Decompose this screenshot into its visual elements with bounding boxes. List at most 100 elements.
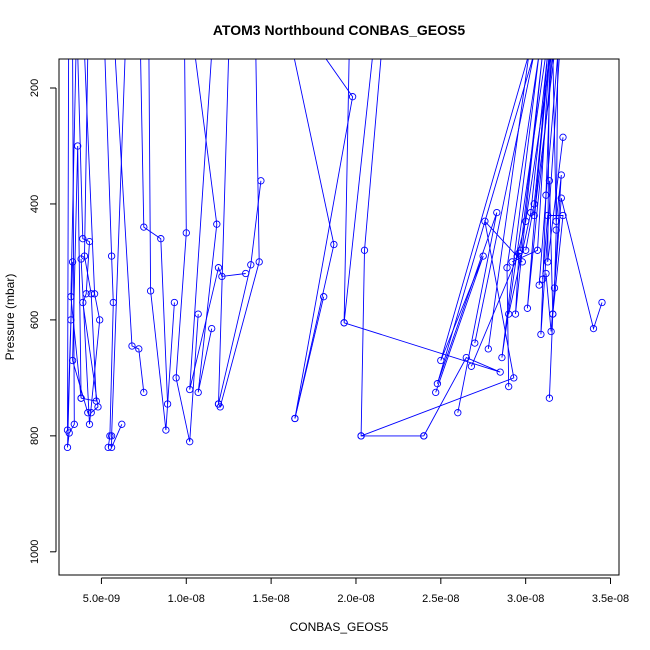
data-point xyxy=(68,258,77,266)
data-point xyxy=(545,394,554,402)
data-point xyxy=(544,258,552,266)
x-tick-label: 3.0e-08 xyxy=(507,593,544,605)
series xyxy=(67,59,92,417)
data-point xyxy=(140,223,148,231)
series xyxy=(77,59,102,417)
series-line xyxy=(508,59,553,315)
series xyxy=(214,59,263,411)
data-point xyxy=(471,339,479,347)
x-tick-label: 2.5e-08 xyxy=(422,593,459,605)
data-point xyxy=(320,293,328,301)
data-point xyxy=(194,388,202,397)
data-point xyxy=(146,287,155,295)
data-point xyxy=(508,258,516,266)
series xyxy=(146,59,179,434)
data-point xyxy=(107,432,116,440)
data-point xyxy=(140,388,148,397)
data-point xyxy=(128,342,136,350)
data-point xyxy=(170,298,179,307)
series-line xyxy=(77,59,99,414)
data-point xyxy=(530,200,538,208)
data-point xyxy=(92,397,100,405)
data-point xyxy=(107,252,116,260)
data-point xyxy=(162,426,170,434)
data-point xyxy=(157,235,165,243)
x-tick-label: 2.0e-08 xyxy=(337,593,374,605)
series xyxy=(114,59,148,397)
series-line xyxy=(435,59,529,393)
y-tick-label: 600 xyxy=(29,311,41,329)
data-point xyxy=(479,252,487,260)
data-point xyxy=(70,420,78,428)
data-point xyxy=(68,356,77,365)
data-point xyxy=(208,324,216,333)
series xyxy=(433,59,534,417)
data-point xyxy=(503,264,511,272)
data-point xyxy=(549,310,557,318)
data-point xyxy=(214,264,223,272)
y-tick-label: 1000 xyxy=(29,540,41,564)
data-point xyxy=(496,368,504,376)
data-point xyxy=(493,208,501,217)
data-point xyxy=(186,438,194,446)
data-point xyxy=(498,353,506,362)
series-line xyxy=(218,59,260,409)
data-point xyxy=(557,171,565,179)
series xyxy=(542,194,606,336)
data-point xyxy=(135,345,143,353)
data-point xyxy=(530,211,538,220)
data-point xyxy=(510,374,518,382)
data-point xyxy=(186,385,194,394)
data-point xyxy=(522,246,530,254)
series-line xyxy=(436,59,534,413)
x-tick-label: 3.5e-08 xyxy=(592,593,629,605)
series xyxy=(467,59,543,370)
series-line xyxy=(470,59,543,367)
data-point xyxy=(255,258,263,266)
x-tick-label: 1.5e-08 xyxy=(252,593,289,605)
series-line xyxy=(538,59,559,289)
data-point xyxy=(77,394,85,402)
data-point xyxy=(544,211,552,220)
data-point xyxy=(214,400,223,408)
series-line xyxy=(343,322,501,437)
data-point xyxy=(291,414,299,423)
series-line xyxy=(80,59,101,425)
series-line xyxy=(175,59,199,442)
data-point xyxy=(545,177,554,185)
x-axis-label: CONBAS_GEOS5 xyxy=(290,620,389,634)
data-point xyxy=(557,194,565,202)
plot-frame xyxy=(58,58,620,576)
data-point xyxy=(90,290,99,298)
data-point xyxy=(598,298,606,307)
series xyxy=(545,59,565,318)
series-line xyxy=(148,59,175,431)
chart-title: ATOM3 Northbound CONBAS_GEOS5 xyxy=(213,22,465,38)
y-tick-label: 800 xyxy=(29,427,41,445)
data-point xyxy=(67,293,75,301)
series-line xyxy=(360,59,424,437)
series-line xyxy=(545,197,603,332)
series-line xyxy=(293,59,335,419)
series-line xyxy=(111,59,126,448)
data-point xyxy=(63,443,72,452)
series-line xyxy=(501,59,546,387)
data-point xyxy=(513,252,521,260)
data-point xyxy=(467,362,476,370)
series xyxy=(291,59,357,423)
data-point xyxy=(538,275,547,283)
data-point xyxy=(559,133,567,141)
data-point xyxy=(523,304,532,312)
data-point xyxy=(182,229,190,237)
data-point xyxy=(454,409,462,417)
series-line xyxy=(114,59,145,393)
data-point xyxy=(77,255,85,263)
data-point xyxy=(547,327,555,336)
data-point xyxy=(552,226,560,234)
data-point xyxy=(340,319,348,327)
series xyxy=(508,59,555,266)
series xyxy=(107,59,126,452)
data-point xyxy=(74,142,82,150)
series-line xyxy=(511,59,555,263)
